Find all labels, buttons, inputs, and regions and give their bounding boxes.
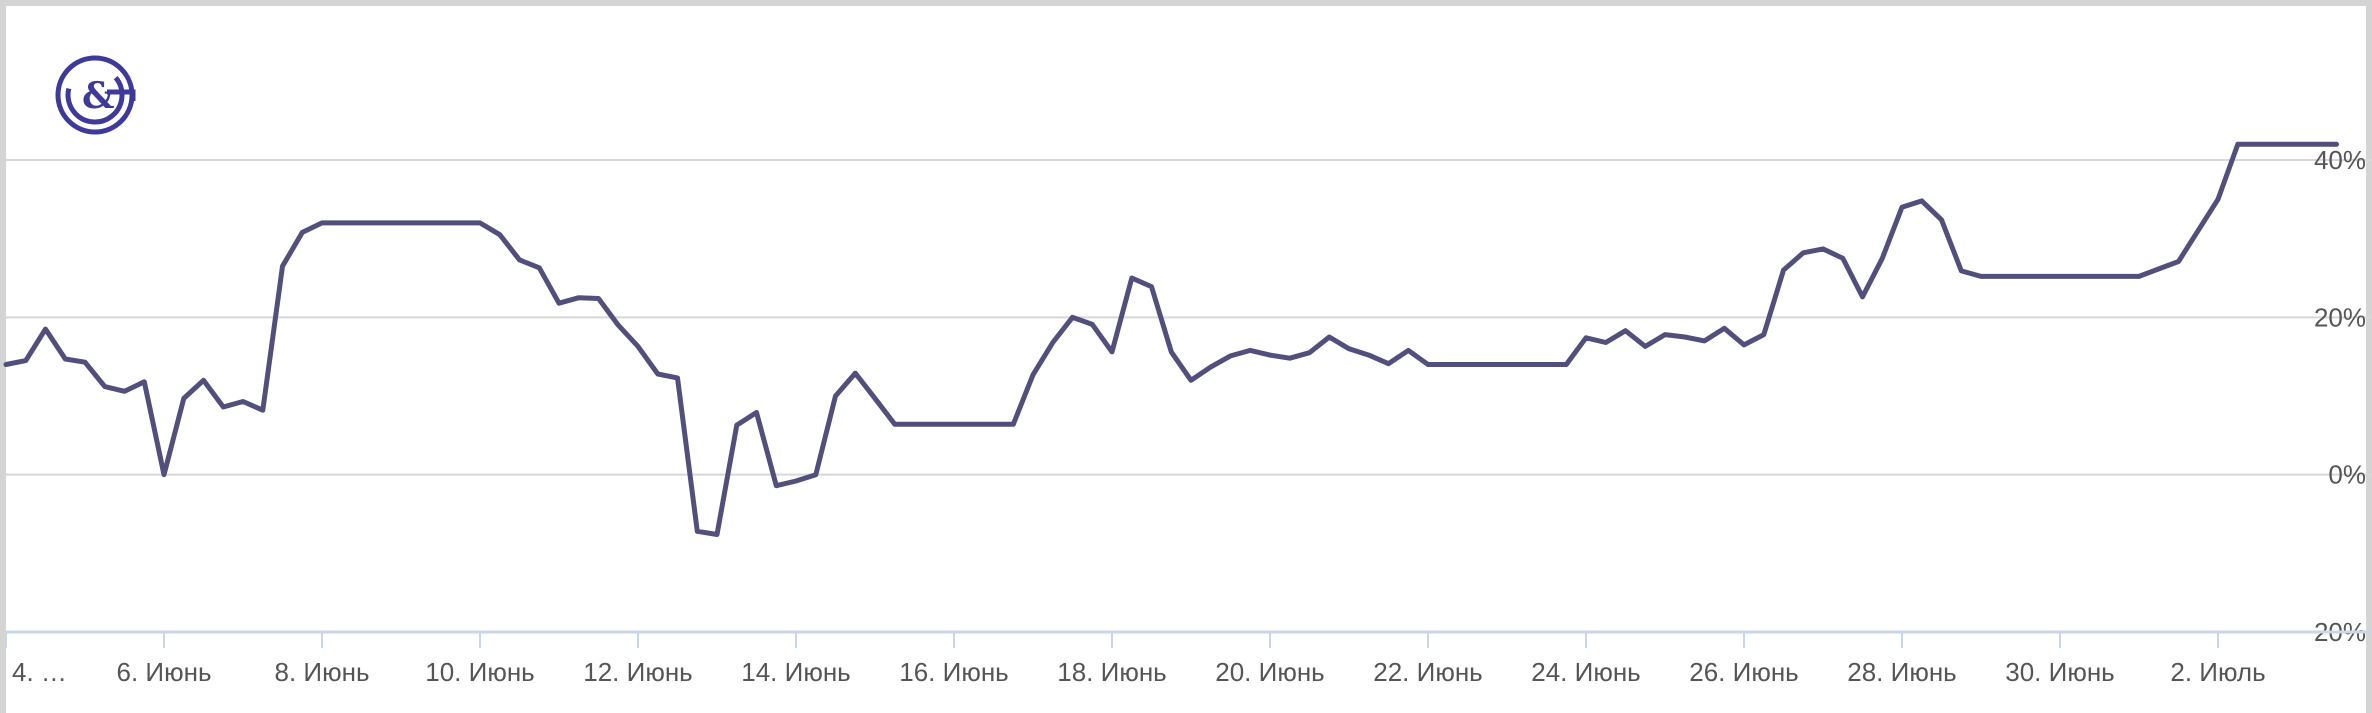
- x-tick-label: 30. Июнь: [2005, 657, 2114, 687]
- x-tick-label: 6. Июнь: [117, 657, 212, 687]
- x-tick-label: 16. Июнь: [899, 657, 1008, 687]
- x-tick-label: 14. Июнь: [741, 657, 850, 687]
- x-tick-label: 18. Июнь: [1057, 657, 1166, 687]
- cg-logo-icon: &: [55, 55, 136, 135]
- x-tick-label: 22. Июнь: [1373, 657, 1482, 687]
- x-axis-ticks: 4. … 6. Июнь 8. Июнь 10. Июнь 12. Июнь 14. Ию…: [5, 632, 2266, 687]
- series-line: [3, 141, 2339, 537]
- y-tick-label: 0%: [2328, 460, 2366, 490]
- logo-inner-ring: [65, 65, 125, 125]
- y-axis-labels: 40%20%0%−20%: [2299, 145, 2366, 647]
- y-tick-label: 40%: [2314, 145, 2366, 175]
- x-tick-label: 2. Июль: [2170, 657, 2265, 687]
- x-tick-label: 26. Июнь: [1689, 657, 1798, 687]
- grid-lines: [6, 159, 2372, 476]
- logo-g-bar: [107, 89, 136, 101]
- series-layer: [3, 141, 2339, 537]
- x-tick-label: 20. Июнь: [1215, 657, 1324, 687]
- x-tick-label: 12. Июнь: [583, 657, 692, 687]
- x-tick-label: 24. Июнь: [1531, 657, 1640, 687]
- x-tick-label: 10. Июнь: [425, 657, 534, 687]
- y-tick-label: 20%: [2314, 302, 2366, 332]
- x-tick-label: 8. Июнь: [275, 657, 370, 687]
- x-tick-label: 28. Июнь: [1847, 657, 1956, 687]
- x-tick-label: 4. …: [12, 657, 67, 687]
- logo-ampersand: &: [82, 75, 115, 117]
